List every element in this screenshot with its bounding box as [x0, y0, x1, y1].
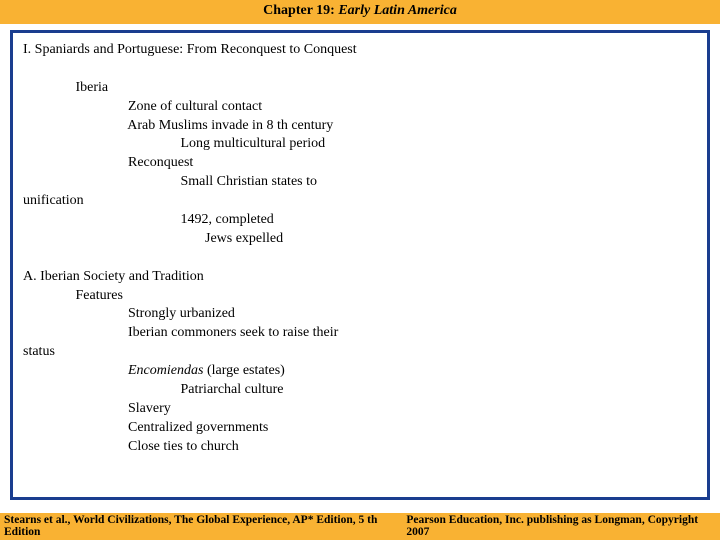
features-label: Features [23, 287, 697, 306]
outline-line: Strongly urbanized [23, 305, 697, 324]
footer-left: Stearns et al., World Civilizations, The… [4, 514, 406, 538]
header-bar: Chapter 19: Early Latin America [0, 0, 720, 24]
outline-line: Zone of cultural contact [23, 98, 697, 117]
outline-line: unification [23, 192, 697, 211]
outline-line: Iberian commoners seek to raise their [23, 324, 697, 343]
outline-line: 1492, completed [23, 211, 697, 230]
outline-line: Jews expelled [23, 230, 697, 249]
iberia-label: Iberia [23, 79, 697, 98]
outline-line: Patriarchal culture [23, 381, 697, 400]
outline-line: Long multicultural period [23, 135, 697, 154]
outline-line: Close ties to church [23, 438, 697, 457]
footer-bar: Stearns et al., World Civilizations, The… [0, 513, 720, 540]
chapter-title: Early Latin America [338, 3, 456, 18]
outline-line: Small Christian states to [23, 173, 697, 192]
outline-line: Encomiendas (large estates) [23, 362, 697, 381]
chapter-label: Chapter 19: [263, 3, 335, 18]
section-heading-1: I. Spaniards and Portuguese: From Reconq… [23, 41, 697, 60]
footer-right: Pearson Education, Inc. publishing as Lo… [406, 514, 716, 538]
outline-line: Centralized governments [23, 419, 697, 438]
outline-line: Arab Muslims invade in 8 th century [23, 117, 697, 136]
outline-line: Reconquest [23, 154, 697, 173]
outline-line: Slavery [23, 400, 697, 419]
content-frame: I. Spaniards and Portuguese: From Reconq… [10, 30, 710, 500]
outline-line: status [23, 343, 697, 362]
section-heading-a: A. Iberian Society and Tradition [23, 268, 697, 287]
